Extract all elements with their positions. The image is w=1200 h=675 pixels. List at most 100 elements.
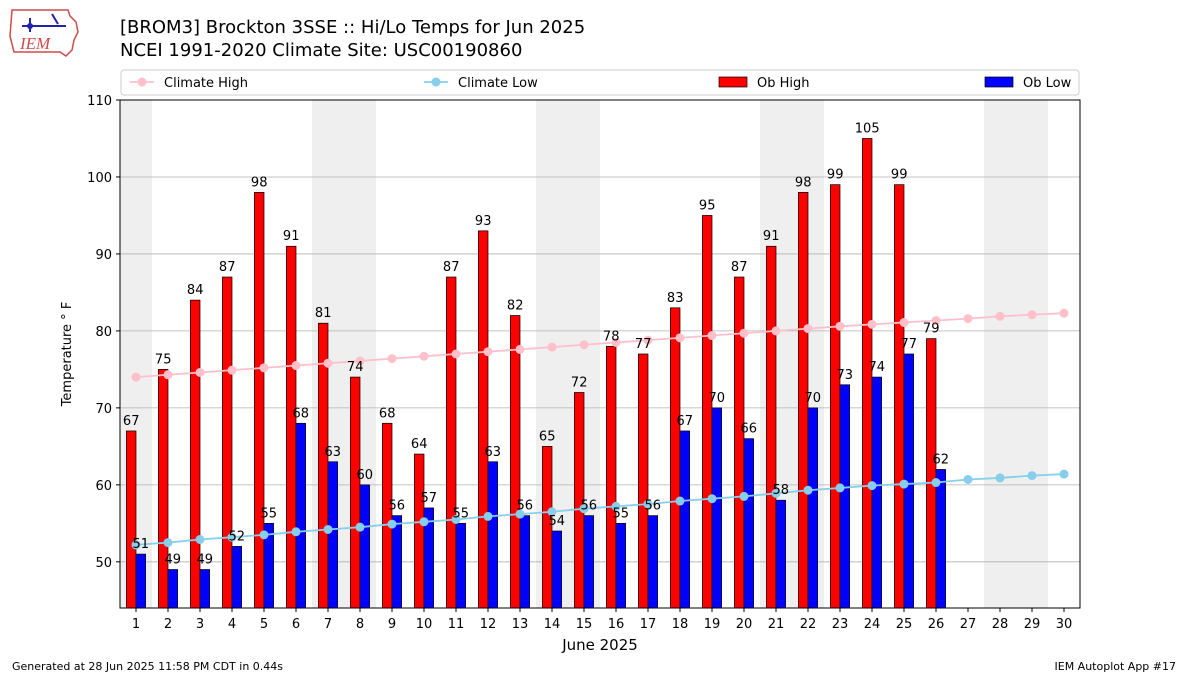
climate-low-point: [355, 522, 365, 532]
climate-high-line: [135, 312, 1065, 378]
ob-high-bar: [766, 245, 777, 609]
ob-high-label: 95: [699, 198, 716, 213]
x-tick-label: 10: [416, 617, 433, 632]
ob-high-label: 67: [123, 414, 140, 429]
ob-high-label: 64: [411, 437, 428, 452]
x-tick-label: 18: [672, 617, 689, 632]
ob-high-bar: [414, 453, 425, 609]
climate-low-legend-marker: [431, 77, 441, 87]
ob-high-label: 68: [379, 406, 396, 421]
ob-low-bar: [135, 553, 146, 609]
climate-low-point: [1027, 471, 1037, 481]
ob-low-bar: [391, 515, 402, 609]
y-tick-label: 60: [95, 479, 112, 494]
climate-low-point: [227, 532, 237, 542]
ob-low-label: 68: [293, 406, 310, 421]
climate-low-point: [835, 483, 845, 493]
x-tick-label: 1: [132, 617, 140, 632]
climate-low-point: [707, 494, 717, 504]
ob-low-label: 60: [357, 468, 374, 483]
ob-high-label: 93: [475, 214, 492, 229]
ob-high-bar: [222, 276, 233, 609]
climate-high-legend-marker: [137, 77, 147, 87]
climate-high-point: [1059, 308, 1069, 318]
chart-title: [BROM3] Brockton 3SSE :: Hi/Lo Temps for…: [120, 17, 586, 38]
climate-high-point: [323, 358, 333, 368]
legend-box: [120, 69, 1080, 96]
iem-logo-text: IEM: [19, 34, 51, 53]
climate-high-point: [515, 344, 525, 354]
x-axis-label: June 2025: [561, 636, 638, 654]
ob-low-label: 57: [421, 491, 438, 506]
ob-low-label: 62: [933, 452, 950, 467]
ob-high-label: 65: [539, 429, 556, 444]
climate-low-point: [387, 519, 397, 529]
ob-high-bar: [126, 430, 137, 609]
x-tick-label: 9: [388, 617, 396, 632]
x-tick-label: 7: [324, 617, 332, 632]
climate-high-point: [611, 337, 621, 347]
ob-high-label: 91: [763, 229, 780, 244]
ob-high-label: 84: [187, 283, 204, 298]
x-tick-label: 2: [164, 617, 172, 632]
y-tick-label: 70: [95, 402, 112, 417]
ob-high-bar: [254, 192, 265, 609]
climate-low-point: [451, 514, 461, 524]
y-tick-label: 80: [95, 325, 112, 340]
climate-low-point: [419, 517, 429, 527]
ob-high-legend-label: Ob High: [757, 76, 810, 91]
ob-low-bar: [487, 461, 498, 609]
x-tick-label: 27: [960, 617, 977, 632]
climate-low-point: [995, 473, 1005, 483]
ob-low-bar: [167, 569, 178, 609]
ob-low-label: 77: [901, 337, 918, 352]
climate-high-point: [227, 365, 237, 375]
x-tick-label: 5: [260, 617, 268, 632]
y-axis-label: Temperature ° F: [60, 302, 75, 408]
climate-high-point: [835, 321, 845, 331]
climate-low-legend-label: Climate Low: [458, 76, 538, 91]
x-tick-label: 12: [480, 617, 497, 632]
ob-high-bar: [638, 353, 649, 609]
iem-logo: IEM: [8, 6, 84, 64]
ob-low-bar: [871, 376, 882, 609]
ob-high-bar: [702, 215, 713, 609]
ob-low-bar: [775, 499, 786, 609]
ob-high-legend-swatch: [718, 76, 748, 88]
ob-low-label: 56: [645, 499, 662, 514]
climate-high-point: [291, 361, 301, 371]
plot-frame: [119, 99, 1081, 609]
ob-high-bar: [350, 376, 361, 609]
ob-low-label: 52: [229, 529, 246, 544]
climate-low-line: [135, 473, 1065, 546]
ob-low-label: 70: [805, 391, 822, 406]
ob-low-bar: [743, 438, 754, 609]
x-tick-label: 30: [1056, 617, 1073, 632]
climate-low-point: [579, 504, 589, 514]
climate-low-point: [803, 485, 813, 495]
climate-low-point: [547, 507, 557, 517]
ob-low-label: 56: [517, 499, 534, 514]
ob-low-label: 63: [325, 445, 342, 460]
ob-low-bar: [807, 407, 818, 609]
climate-low-point: [643, 499, 653, 509]
x-tick-label: 25: [896, 617, 913, 632]
ob-low-bar: [583, 515, 594, 609]
ob-high-bar: [446, 276, 457, 609]
weekend-band: [984, 100, 1048, 608]
ob-low-bar: [839, 384, 850, 609]
y-tick-label: 90: [95, 248, 112, 263]
ob-low-label: 56: [581, 499, 598, 514]
climate-low-point: [931, 478, 941, 488]
x-tick-label: 22: [800, 617, 817, 632]
ob-high-label: 74: [347, 360, 364, 375]
y-tick-label: 50: [95, 556, 112, 571]
climate-low-point: [611, 501, 621, 511]
climate-high-point: [451, 349, 461, 359]
ob-high-bar: [510, 315, 521, 609]
climate-low-point: [163, 538, 173, 548]
ob-low-bar: [679, 430, 690, 609]
climate-low-point: [515, 509, 525, 519]
ob-high-bar: [478, 230, 489, 609]
ob-low-bar: [551, 530, 562, 609]
